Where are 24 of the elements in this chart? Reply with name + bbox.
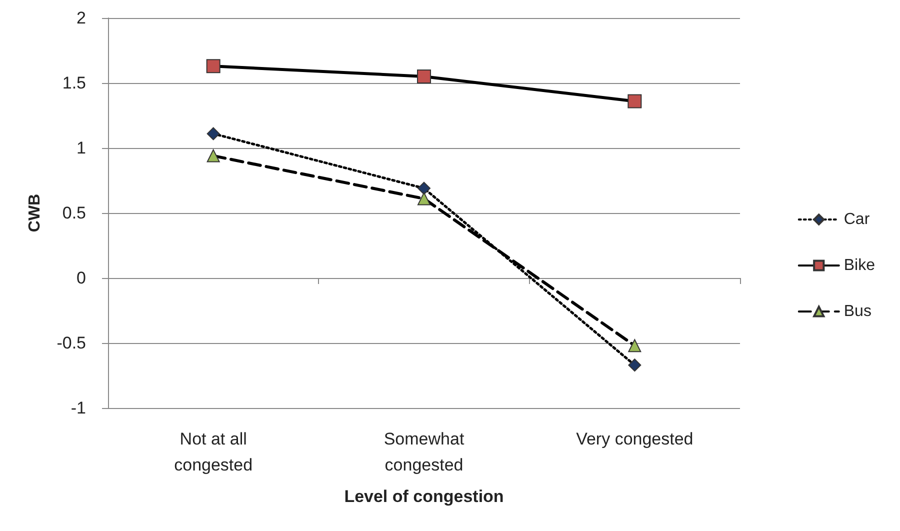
legend-label: Bike xyxy=(844,257,876,274)
y-tick-label: 1.5 xyxy=(62,74,86,92)
point xyxy=(628,358,642,372)
point xyxy=(417,70,431,84)
x-axis-title: Level of congestion xyxy=(344,487,504,506)
y-tick-label: 1 xyxy=(76,138,86,158)
point xyxy=(206,59,220,74)
y-tick-label: 0.5 xyxy=(62,204,86,222)
legend-label: Bus xyxy=(844,303,872,320)
point xyxy=(418,182,430,195)
y-tick-label: -1 xyxy=(70,398,86,418)
y-axis-title: CWB xyxy=(26,194,44,232)
x-tick-label: Very congested xyxy=(576,430,694,448)
point xyxy=(206,149,220,162)
point xyxy=(418,192,430,206)
point xyxy=(206,127,220,140)
y-tick-label: 0 xyxy=(76,268,86,288)
x-tick-label: Somewhat congested xyxy=(384,430,464,474)
y-tick-label: -0.5 xyxy=(56,334,86,352)
point xyxy=(628,94,642,108)
point xyxy=(628,339,642,352)
legend-label: Car xyxy=(844,211,870,228)
x-tick-label: Not at all congested xyxy=(174,430,253,474)
y-tick-label: 2 xyxy=(76,8,86,28)
